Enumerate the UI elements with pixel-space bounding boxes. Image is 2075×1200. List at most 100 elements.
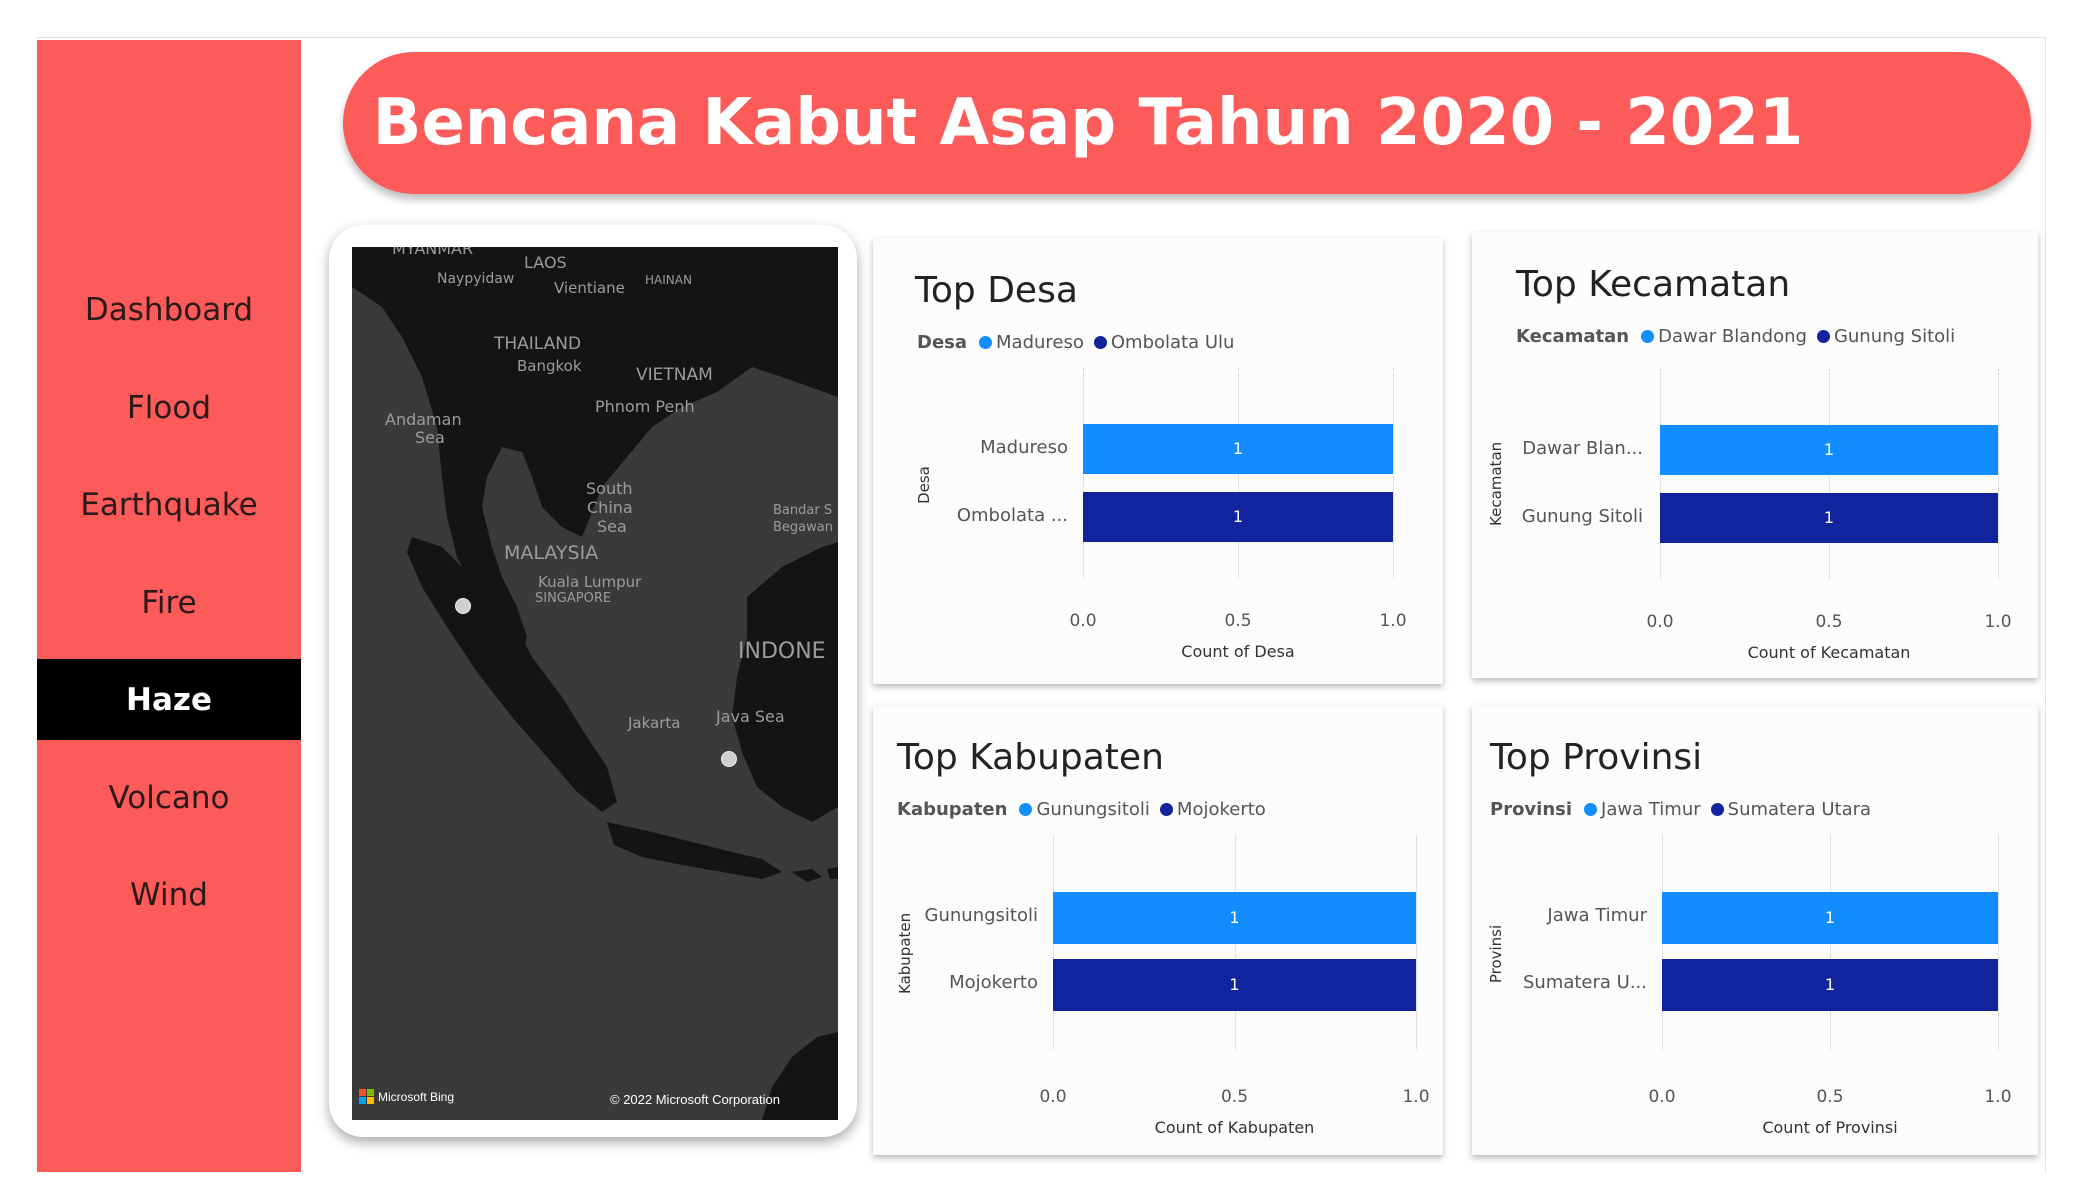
x-tick-label: 0.5 bbox=[1224, 611, 1252, 631]
bar-value-label: 1 bbox=[1229, 908, 1240, 927]
legend-kabupaten: Kabupaten Gunungsitoli Mojokerto bbox=[897, 799, 1276, 820]
x-tick-label: 0.0 bbox=[1648, 1087, 1676, 1107]
legend-dot-icon bbox=[1816, 330, 1830, 343]
category-label: Jawa Timur bbox=[1547, 905, 1647, 926]
x-tick-label: 1.0 bbox=[1402, 1087, 1430, 1107]
legend-dot-icon bbox=[1019, 803, 1033, 816]
bar-desa-2[interactable]: 1 bbox=[1083, 492, 1393, 542]
legend-provinsi: Provinsi Jawa Timur Sumatera Utara bbox=[1490, 799, 1881, 820]
x-tick-label: 1.0 bbox=[1984, 612, 2012, 632]
map-label-phnom-penh: Phnom Penh bbox=[595, 397, 695, 416]
nav-volcano-button[interactable]: Volcano bbox=[108, 779, 230, 816]
category-label: Madureso bbox=[980, 437, 1068, 458]
chart-card-top-kecamatan[interactable]: Top Kecamatan Kecamatan Dawar Blandong Gunu… bbox=[1472, 232, 2038, 678]
map-label-myanmar: MYANMAR bbox=[392, 247, 474, 258]
x-axis-title-desa: Count of Desa bbox=[1181, 642, 1295, 661]
x-axis-title-kecamatan: Count of Kecamatan bbox=[1747, 643, 1911, 662]
x-tick-label: 0.5 bbox=[1816, 1087, 1844, 1107]
legend-label: Jawa Timur bbox=[1601, 799, 1701, 820]
legend-label: Sumatera Utara bbox=[1727, 799, 1872, 820]
bing-logo: Microsoft Bing bbox=[359, 1089, 454, 1104]
bar-value-label: 1 bbox=[1232, 439, 1244, 458]
map-label-thailand: THAILAND bbox=[494, 334, 582, 354]
category-label: Gunungsitoli bbox=[924, 905, 1038, 926]
category-label: Sumatera U... bbox=[1522, 972, 1647, 993]
legend-title-desa: Desa bbox=[917, 332, 968, 353]
bar-kecamatan-1[interactable]: 1 bbox=[1660, 425, 1998, 475]
sidebar-nav: Dashboard Flood Earthquake Fire Haze Vol… bbox=[37, 40, 301, 1172]
legend-item-desa-1[interactable]: Madureso bbox=[979, 332, 1084, 353]
gridline bbox=[1998, 835, 1999, 1050]
map-label-kuala-lumpur: Kuala Lumpur bbox=[538, 573, 642, 591]
microsoft-logo-icon bbox=[359, 1089, 374, 1104]
map-point-sumatera-utara[interactable] bbox=[455, 598, 471, 614]
legend-item-desa-2[interactable]: Ombolata Ulu bbox=[1093, 332, 1235, 353]
nav-dashboard-button[interactable]: Dashboard bbox=[84, 291, 254, 328]
nav-wind-button[interactable]: Wind bbox=[130, 876, 208, 913]
chart-title-kecamatan: Top Kecamatan bbox=[1516, 264, 1791, 305]
chart-title-provinsi: Top Provinsi bbox=[1490, 737, 1703, 778]
x-tick-label: 1.0 bbox=[1984, 1087, 2012, 1107]
x-tick-label: 0.0 bbox=[1039, 1087, 1067, 1107]
nav-flood-button[interactable]: Flood bbox=[126, 389, 212, 426]
legend-item-kabupaten-1[interactable]: Gunungsitoli bbox=[1019, 799, 1150, 820]
legend-dot-icon bbox=[1641, 330, 1655, 343]
chart-card-top-desa[interactable]: Top Desa Desa Madureso Ombolata Ulu Desa 0.0 0… bbox=[873, 238, 1443, 684]
map-label-malaysia: MALAYSIA bbox=[504, 542, 599, 564]
map-label-china: China bbox=[587, 498, 633, 517]
page-title: Bencana Kabut Asap Tahun 2020 - 2021 bbox=[372, 86, 1804, 160]
map-label-laos: LAOS bbox=[524, 253, 567, 272]
bar-value-label: 1 bbox=[1229, 975, 1240, 994]
x-tick-label: 1.0 bbox=[1379, 611, 1407, 631]
title-banner: Bencana Kabut Asap Tahun 2020 - 2021 bbox=[343, 52, 2031, 194]
map-view[interactable]: MYANMAR LAOS Naypyidaw Vientiane HAINAN … bbox=[352, 247, 838, 1120]
gridline bbox=[1998, 369, 1999, 579]
x-tick-label: 0.5 bbox=[1815, 612, 1843, 632]
map-label-hainan: HAINAN bbox=[645, 273, 692, 287]
legend-label: Dawar Blandong bbox=[1658, 326, 1807, 347]
map-label-vientiane: Vientiane bbox=[554, 279, 625, 297]
map-copyright: © 2022 Microsoft Corporation bbox=[610, 1092, 780, 1107]
chart-title-kabupaten: Top Kabupaten bbox=[897, 737, 1164, 778]
bar-provinsi-1[interactable]: 1 bbox=[1662, 892, 1998, 944]
legend-label: Gunung Sitoli bbox=[1833, 326, 1956, 347]
legend-label: Ombolata Ulu bbox=[1110, 332, 1235, 353]
bar-value-label: 1 bbox=[1824, 975, 1836, 994]
map-point-jawa-timur[interactable] bbox=[721, 751, 737, 767]
bar-value-label: 1 bbox=[1232, 507, 1244, 526]
bar-desa-1[interactable]: 1 bbox=[1083, 424, 1393, 474]
legend-dot-icon bbox=[1159, 803, 1173, 816]
bar-provinsi-2[interactable]: 1 bbox=[1662, 959, 1998, 1011]
bar-value-label: 1 bbox=[1823, 440, 1835, 459]
legend-dot-icon bbox=[1093, 336, 1107, 349]
report-frame bbox=[37, 37, 2046, 1173]
x-tick-label: 0.0 bbox=[1646, 612, 1674, 632]
nav-fire-button[interactable]: Fire bbox=[141, 584, 197, 621]
nav-earthquake-button[interactable]: Earthquake bbox=[80, 486, 258, 523]
legend-item-kabupaten-2[interactable]: Mojokerto bbox=[1159, 799, 1266, 820]
legend-item-kecamatan-2[interactable]: Gunung Sitoli bbox=[1816, 326, 1956, 347]
legend-label: Madureso bbox=[996, 332, 1084, 353]
map-label-naypyidaw: Naypyidaw bbox=[437, 271, 515, 287]
chart-card-top-provinsi[interactable]: Top Provinsi Provinsi Jawa Timur Sumatera U… bbox=[1472, 705, 2038, 1155]
legend-item-provinsi-2[interactable]: Sumatera Utara bbox=[1710, 799, 1872, 820]
bar-kabupaten-2[interactable]: 1 bbox=[1053, 959, 1416, 1011]
chart-card-top-kabupaten[interactable]: Top Kabupaten Kabupaten Gunungsitoli Mojoke… bbox=[873, 705, 1443, 1155]
category-label: Ombolata ... bbox=[956, 505, 1068, 526]
bar-kecamatan-2[interactable]: 1 bbox=[1660, 493, 1998, 543]
legend-item-kecamatan-1[interactable]: Dawar Blandong bbox=[1641, 326, 1807, 347]
map-label-bangkok: Bangkok bbox=[517, 357, 582, 375]
category-label: Gunung Sitoli bbox=[1521, 506, 1643, 527]
map-label-andaman-sea: Sea bbox=[415, 428, 445, 447]
map-label-vietnam: VIETNAM bbox=[636, 365, 713, 385]
legend-item-provinsi-1[interactable]: Jawa Timur bbox=[1584, 799, 1701, 820]
bar-kabupaten-1[interactable]: 1 bbox=[1053, 892, 1416, 944]
bar-value-label: 1 bbox=[1824, 908, 1836, 927]
map-label-java-sea: Java Sea bbox=[716, 707, 785, 726]
legend-kecamatan: Kecamatan Dawar Blandong Gunung Sitoli bbox=[1516, 326, 1965, 347]
map-label-south: South bbox=[586, 479, 633, 498]
legend-label: Gunungsitoli bbox=[1036, 799, 1150, 820]
nav-haze-button[interactable]: Haze bbox=[37, 659, 301, 740]
x-axis-title-provinsi: Count of Provinsi bbox=[1762, 1118, 1898, 1137]
bing-attribution: Microsoft Bing bbox=[378, 1089, 455, 1104]
